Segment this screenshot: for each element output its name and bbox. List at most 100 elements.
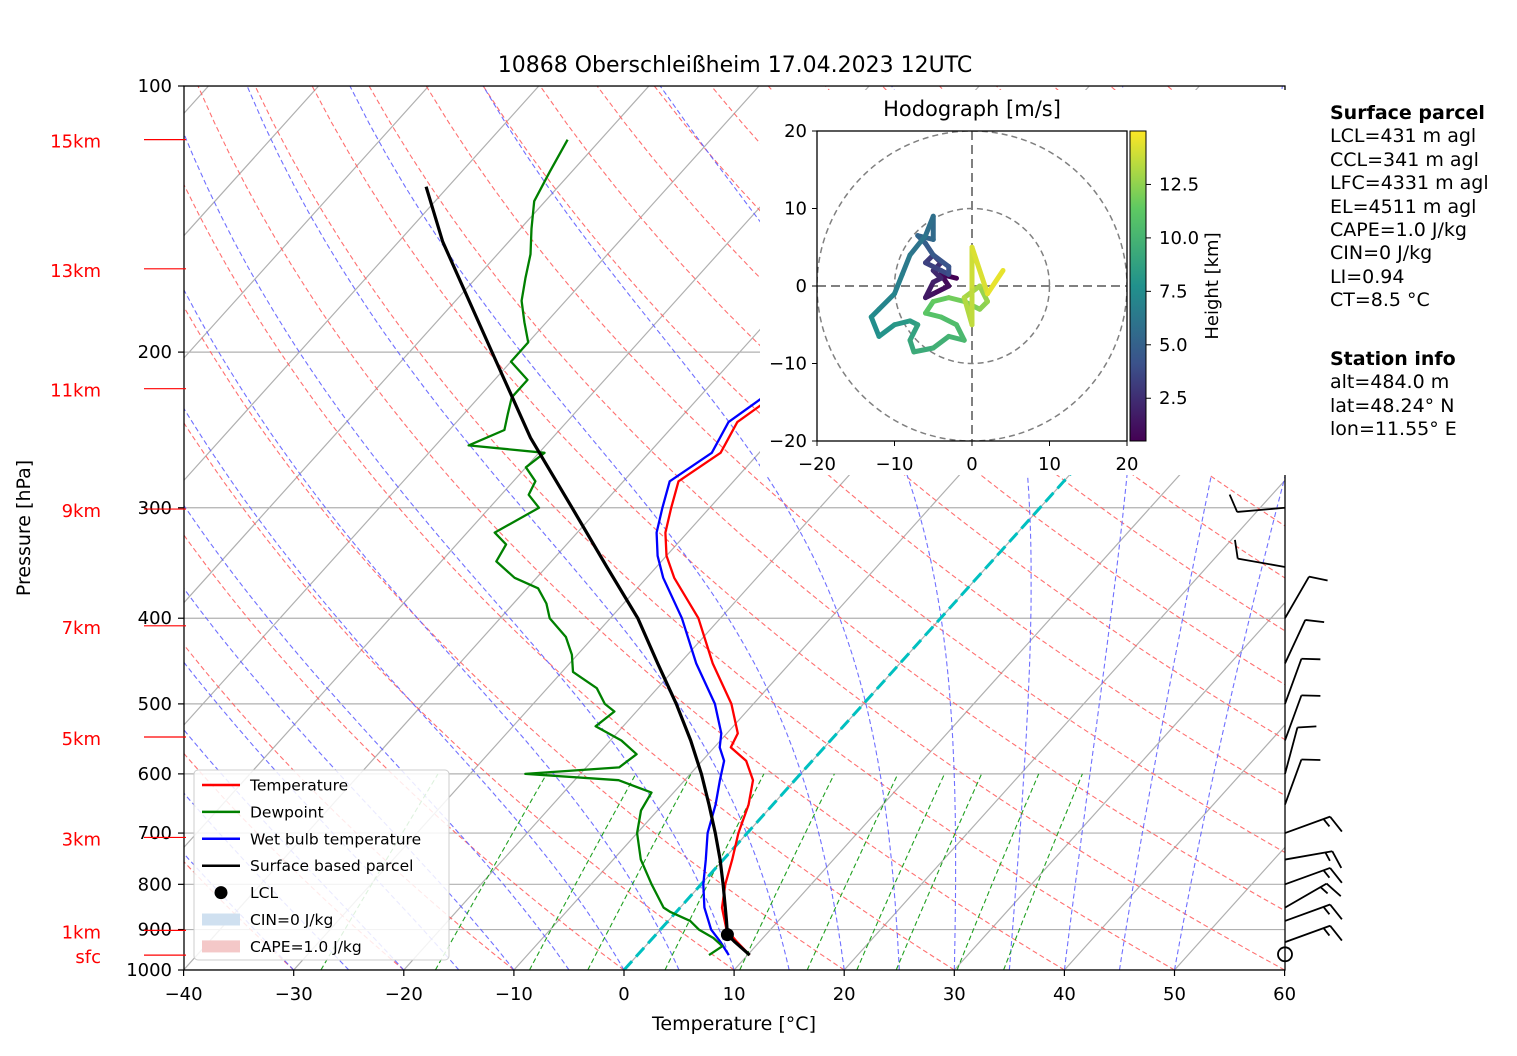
info-line-cin: CIN=0 J/kg (1330, 242, 1433, 265)
wind-barb-feather (1301, 758, 1321, 761)
hodograph-y-tick-label: −20 (769, 431, 807, 452)
legend-label: Wet bulb temperature (250, 830, 421, 848)
wind-barb (1284, 903, 1343, 922)
info-line-lfc: LFC=4331 m agl (1330, 172, 1489, 195)
moist-adiabat (1118, 86, 1283, 970)
wind-barb-staff (1284, 695, 1303, 741)
wind-barb-half-feather (1322, 927, 1331, 937)
hodograph-title: Hodograph [m/s] (883, 97, 1061, 121)
wind-barb-feather (1329, 903, 1343, 920)
station-alt: alt=484.0 m (1330, 371, 1450, 394)
wind-barb-staff (1284, 576, 1310, 619)
hodograph-trace-segment (892, 271, 905, 297)
colorbar-tick-label: 7.5 (1159, 281, 1188, 302)
height-marker-label: sfc (75, 947, 101, 968)
isotherm-line (733, 356, 1285, 970)
hodograph-trace-segment (876, 291, 897, 312)
wind-barb (1284, 867, 1343, 886)
hodograph-trace-segment (907, 322, 921, 343)
wind-barb (1284, 694, 1321, 741)
moist-adiabat (184, 407, 625, 970)
hodograph-trace-segment (977, 283, 990, 304)
surface-parcel-title: Surface parcel (1330, 102, 1485, 124)
hodograph-trace-segment (985, 268, 1006, 297)
legend-box (193, 769, 450, 961)
info-line-ct: CT=8.5 °C (1330, 289, 1430, 312)
y-tick-label: 400 (138, 608, 172, 629)
wind-barb-feather (1329, 925, 1343, 942)
wind-barb-calm (1277, 946, 1293, 963)
hodograph-trace-segment (892, 318, 913, 328)
hodograph-trace-segment (868, 314, 882, 339)
y-tick-label: 1000 (126, 960, 172, 981)
wind-barb (1228, 494, 1286, 513)
legend-label: CIN=0 J/kg (250, 911, 333, 929)
isotherm-line (184, 86, 650, 604)
wind-barb-half-feather (1324, 852, 1331, 862)
mixing-ratio-line (956, 773, 1040, 970)
height-marker-label: 7km (62, 618, 101, 639)
colorbar-tick-label: 10.0 (1159, 228, 1199, 249)
height-marker-label: 5km (62, 729, 101, 750)
dry-adiabat (184, 183, 955, 970)
y-tick-label: 800 (138, 874, 172, 895)
wind-barb-staff (1284, 727, 1299, 775)
colorbar-tick-label: 5.0 (1159, 335, 1188, 356)
x-tick-label: 30 (943, 984, 966, 1005)
height-marker-label: 11km (50, 381, 101, 402)
hodograph-x-tick-label: 20 (1116, 454, 1139, 475)
hodograph-trace-segment (938, 314, 959, 328)
isotherm-line (184, 86, 760, 726)
legend-label: CAPE=1.0 J/kg (250, 938, 362, 956)
y-tick-label: 600 (138, 764, 172, 785)
x-tick-label: −10 (495, 984, 533, 1005)
hodograph-x-tick-label: −10 (876, 454, 914, 475)
moist-adiabat (184, 587, 515, 970)
wind-barb-feather (1301, 657, 1321, 661)
hodograph-trace-segment (923, 213, 936, 239)
hodograph-x-tick-label: 10 (1038, 454, 1061, 475)
hodograph-plot (817, 131, 1127, 441)
moist-adiabat (246, 86, 790, 970)
chart-title: 10868 Oberschleißheim 17.04.2023 12UTC (498, 53, 973, 78)
wind-barb (1284, 882, 1342, 909)
profile-dewpoint (467, 139, 724, 957)
freezing-isotherm (622, 233, 1285, 970)
hodograph-background (760, 90, 1290, 475)
hodograph-y-tick-label: 20 (784, 121, 807, 142)
wind-barb-staff (1237, 557, 1286, 568)
mixing-ratio-line (434, 773, 548, 970)
mixing-ratio-line (806, 773, 899, 970)
wind-barb-half-feather (1319, 886, 1329, 895)
x-tick-label: 40 (1053, 984, 1076, 1005)
hodograph-y-tick-label: 0 (796, 276, 807, 297)
wind-barb (1284, 657, 1321, 705)
x-tick-label: 50 (1163, 984, 1186, 1005)
y-tick-label: 300 (138, 498, 172, 519)
wind-barb (1284, 619, 1325, 664)
x-tick-label: 20 (833, 984, 856, 1005)
wind-barb-feather (1301, 694, 1321, 697)
x-tick-label: −40 (165, 984, 203, 1005)
x-tick-label: 10 (723, 984, 746, 1005)
dry-adiabat (311, 86, 1285, 970)
isotherm-line (184, 86, 870, 849)
x-tick-label: −20 (385, 984, 423, 1005)
moist-adiabat (349, 86, 845, 970)
colorbar-label: Height [km] (1202, 232, 1223, 339)
wind-barb-staff (1284, 882, 1328, 909)
wind-barb-staff (1284, 903, 1331, 922)
moist-adiabat (184, 132, 735, 970)
wind-barb (1284, 725, 1317, 775)
hodograph-trace-segment (930, 252, 952, 270)
wind-barb-feather (1228, 494, 1239, 513)
hodograph-trace-segment (923, 310, 944, 320)
info-line-li: LI=0.94 (1330, 265, 1405, 288)
profile-surface-based-parcel (424, 186, 751, 957)
hodograph-trace-segment (923, 260, 944, 273)
wind-barb (1284, 815, 1343, 834)
wind-barb-staff (1284, 815, 1331, 834)
hodograph-colorbar (1129, 130, 1147, 442)
height-marker-label: 9km (62, 501, 101, 522)
